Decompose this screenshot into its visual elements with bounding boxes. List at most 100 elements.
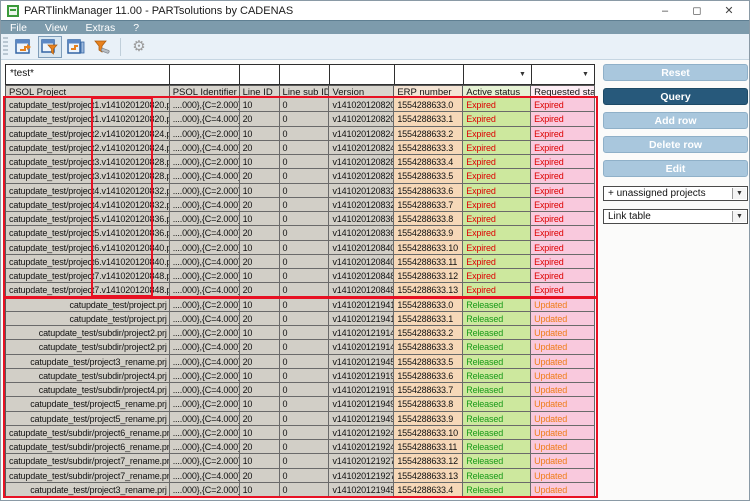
close-button[interactable]: ✕ — [724, 5, 734, 17]
column-header-active[interactable]: Active status — [463, 85, 532, 98]
cell-line_id: 20 — [239, 112, 280, 127]
unassigned-projects-dropdown[interactable]: + unassigned projects ▼ — [603, 186, 748, 201]
cell-project: catupdate_test/project3.v141020120828.pr… — [6, 169, 170, 184]
reset-button[interactable]: Reset — [603, 64, 748, 81]
filter-input-version[interactable] — [329, 64, 394, 85]
cell-requested: Updated — [531, 425, 595, 440]
table-row[interactable]: catupdate_test/project3.v141020120828.pr… — [6, 155, 595, 170]
table-row[interactable]: catupdate_test/project7.v141020120848.pr… — [6, 283, 595, 298]
filter-input-erp[interactable] — [394, 64, 463, 85]
filter-edit-icon[interactable] — [90, 36, 114, 58]
cell-identifier: ....000},{C=2.000} — [169, 368, 240, 383]
table-row[interactable]: catupdate_test/subdir/project6_rename.pr… — [6, 440, 595, 455]
unassigned-projects-value: + unassigned projects — [608, 188, 706, 199]
cell-project: catupdate_test/project3_rename.prj — [6, 354, 170, 369]
cell-line_id: 10 — [239, 269, 280, 284]
minimize-button[interactable]: – — [661, 4, 669, 17]
table-row[interactable]: catupdate_test/subdir/project2.prj ....00… — [6, 326, 595, 341]
filter-input-active[interactable]: ▼ — [463, 64, 531, 85]
column-header-project[interactable]: PSOL Project — [6, 85, 170, 98]
delete-row-button[interactable]: Delete row — [603, 136, 748, 153]
menu-view[interactable]: View — [44, 21, 68, 34]
menu-extras[interactable]: Extras — [85, 21, 116, 34]
table-row[interactable]: catupdate_test/project1.v141020120820.pr… — [6, 112, 595, 127]
link-table-icon[interactable] — [12, 36, 36, 58]
cell-identifier: ....000},{C=2.000} — [169, 126, 240, 141]
cell-erp: 1554288633.1 — [394, 112, 464, 127]
edit-button[interactable]: Edit — [603, 160, 748, 177]
table-row[interactable]: catupdate_test/subdir/project4.prj ....00… — [6, 368, 595, 383]
cell-version: v141020120820 — [329, 98, 395, 113]
settings-gear-icon[interactable]: ⚙ — [132, 38, 146, 55]
table-row[interactable]: catupdate_test/project5.v141020120836.pr… — [6, 226, 595, 241]
table-row[interactable]: catupdate_test/subdir/project6_rename.pr… — [6, 425, 595, 440]
cell-project: catupdate_test/project1.v141020120820.pr… — [6, 112, 170, 127]
filter-input-line_id[interactable] — [239, 64, 279, 85]
filter-input-project[interactable]: *test* — [5, 64, 169, 85]
table-row[interactable]: catupdate_test/project3.v141020120828.pr… — [6, 169, 595, 184]
chevron-down-icon[interactable]: ▼ — [732, 211, 746, 222]
table-row[interactable]: catupdate_test/project2.v141020120824.pr… — [6, 126, 595, 141]
cell-identifier: ....000},{C=4.000} — [169, 169, 240, 184]
filter-dropdown-arrow-icon[interactable]: ▼ — [519, 71, 526, 78]
toolbar-drag-handle[interactable] — [3, 36, 8, 57]
table-row[interactable]: catupdate_test/project.prj ....000},{C=2.… — [6, 297, 595, 312]
column-header-requested[interactable]: Requested status — [531, 85, 596, 98]
cell-version: v141020121949 — [329, 397, 395, 412]
table-row[interactable]: catupdate_test/project2.v141020120824.pr… — [6, 140, 595, 155]
table-row[interactable]: catupdate_test/subdir/project7_rename.pr… — [6, 454, 595, 469]
link-table-add-icon[interactable] — [64, 36, 88, 58]
column-header-line_sub_id[interactable]: Line sub ID — [279, 85, 330, 98]
cell-erp: 1554288633.8 — [394, 397, 464, 412]
cell-identifier: ....000},{C=2.000} — [169, 397, 240, 412]
cell-line_id: 10 — [239, 240, 280, 255]
cell-version: v141020121945 — [329, 482, 395, 497]
table-row[interactable]: catupdate_test/project4.v141020120832.pr… — [6, 183, 595, 198]
cell-erp: 1554288633.5 — [394, 354, 464, 369]
table-row[interactable]: catupdate_test/project3_rename.prj ....00… — [6, 354, 595, 369]
table-row[interactable]: catupdate_test/project5_rename.prj ....00… — [6, 397, 595, 412]
menu-file[interactable]: File — [10, 21, 27, 34]
column-header-version[interactable]: Version — [329, 85, 395, 98]
add-row-button[interactable]: Add row — [603, 112, 748, 129]
column-header-erp[interactable]: ERP number — [394, 85, 464, 98]
menu-help[interactable]: ? — [133, 21, 140, 34]
cell-line_id: 20 — [239, 411, 280, 426]
table-row[interactable]: catupdate_test/project6.v141020120840.pr… — [6, 240, 595, 255]
cell-line_sub_id: 0 — [279, 340, 330, 355]
cell-line_sub_id: 0 — [279, 440, 330, 455]
table-row[interactable]: catupdate_test/project6.v141020120840.pr… — [6, 254, 595, 269]
filter-input-identifier[interactable] — [169, 64, 239, 85]
table-row[interactable]: catupdate_test/project4.v141020120832.pr… — [6, 197, 595, 212]
table-row[interactable]: catupdate_test/subdir/project2.prj ....00… — [6, 340, 595, 355]
table-row[interactable]: catupdate_test/project3_rename.prj ....00… — [6, 482, 595, 497]
cell-line_id: 10 — [239, 397, 280, 412]
table-row[interactable]: catupdate_test/project5.v141020120836.pr… — [6, 212, 595, 227]
cell-project: catupdate_test/project5_rename.prj — [6, 411, 170, 426]
maximize-button[interactable]: ◻ — [692, 5, 702, 17]
table-row[interactable]: catupdate_test/project1.v141020120820.pr… — [6, 98, 595, 113]
cell-line_sub_id: 0 — [279, 425, 330, 440]
cell-line_sub_id: 0 — [279, 283, 330, 298]
cell-requested: Expired — [531, 240, 595, 255]
filter-input-requested[interactable]: ▼ — [531, 64, 595, 85]
column-header-line_id[interactable]: Line ID — [239, 85, 280, 98]
table-select-dropdown[interactable]: Link table ▼ — [603, 209, 748, 224]
cell-project: catupdate_test/project6.v141020120840.pr… — [6, 254, 170, 269]
filter-dropdown-arrow-icon[interactable]: ▼ — [582, 71, 589, 78]
table-row[interactable]: catupdate_test/project.prj ....000},{C=4.… — [6, 311, 595, 326]
table-row[interactable]: catupdate_test/project5_rename.prj ....00… — [6, 411, 595, 426]
filter-input-line_sub_id[interactable] — [279, 64, 329, 85]
cell-requested: Expired — [531, 226, 595, 241]
cell-line_sub_id: 0 — [279, 354, 330, 369]
title-bar: PARTlinkManager 11.00 - PARTsolutions by… — [1, 1, 749, 20]
column-header-identifier[interactable]: PSOL Identifier — [169, 85, 240, 98]
table-row[interactable]: catupdate_test/project7.v141020120848.pr… — [6, 269, 595, 284]
chevron-down-icon[interactable]: ▼ — [732, 188, 746, 199]
query-button[interactable]: Query — [603, 88, 748, 105]
cell-erp: 1554288633.0 — [394, 98, 464, 113]
table-row[interactable]: catupdate_test/subdir/project7_rename.pr… — [6, 468, 595, 483]
link-table-filter-icon[interactable] — [38, 35, 62, 58]
table-row[interactable]: catupdate_test/subdir/project4.prj ....00… — [6, 383, 595, 398]
cell-identifier: ....000},{C=4.000} — [169, 140, 240, 155]
